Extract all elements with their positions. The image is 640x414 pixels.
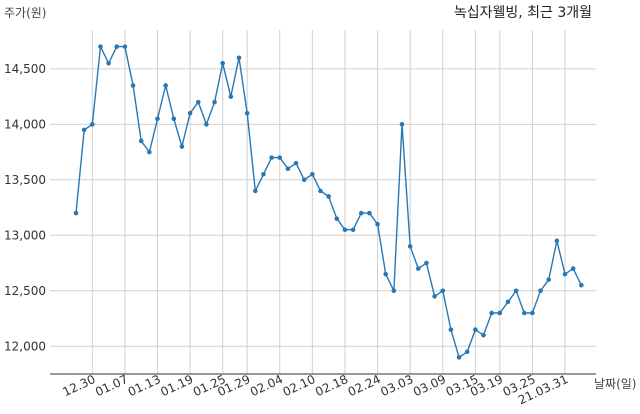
x-tick-label: 12.30 [61, 372, 98, 399]
data-point [407, 244, 413, 249]
data-point [562, 271, 568, 277]
data-point [521, 310, 527, 316]
grid [50, 30, 596, 374]
y-tick-label: 14,500 [4, 62, 46, 76]
data-point [342, 227, 348, 233]
data-point [293, 160, 299, 166]
data-point [358, 210, 364, 216]
data-point [285, 166, 291, 172]
data-point [473, 327, 478, 332]
chart-title: 녹십자웰빙, 최근 3개월 [454, 5, 592, 21]
data-point [244, 110, 250, 116]
y-tick-label: 13,000 [4, 228, 46, 242]
data-point [326, 194, 331, 199]
data-point [375, 221, 380, 227]
y-tick-label: 12,500 [4, 284, 46, 298]
data-point [538, 288, 543, 294]
data-point [81, 127, 87, 133]
data-point [399, 122, 405, 127]
data-point [212, 99, 217, 105]
data-point [334, 216, 340, 221]
data-point [513, 288, 519, 294]
data-point [236, 55, 242, 61]
data-point [570, 266, 576, 271]
y-tick-label: 14,000 [4, 117, 46, 131]
x-tick-label: 02.18 [313, 372, 350, 399]
data-point [489, 310, 494, 316]
y-axis-title: 주가(원) [4, 6, 46, 20]
data-point [220, 60, 225, 66]
data-point [481, 332, 486, 338]
data-point [416, 266, 421, 271]
data-point [350, 227, 356, 233]
data-point [432, 294, 437, 299]
data-point [98, 44, 103, 49]
x-tick-label: 03.03 [378, 372, 415, 399]
data-point [204, 122, 209, 127]
data-point [195, 99, 201, 105]
data-point [114, 44, 120, 49]
data-point [301, 177, 307, 183]
data-points [73, 44, 584, 360]
y-tick-label: 13,500 [4, 173, 46, 187]
data-point [456, 355, 462, 360]
data-point [171, 116, 177, 122]
data-point [424, 260, 429, 266]
data-point [318, 188, 323, 194]
data-point [130, 83, 136, 88]
data-point [163, 83, 168, 88]
data-point [464, 349, 470, 355]
x-tick-label: 01.07 [93, 372, 130, 399]
x-axis: 12.3001.0701.1301.1901.2501.2902.0402.10… [61, 372, 571, 407]
y-axis: 12,000 12,500 13,000 13,500 14,000 14,500 [4, 62, 46, 353]
x-tick-label: 01.13 [126, 372, 163, 399]
data-point [147, 149, 152, 155]
data-point [440, 288, 446, 294]
x-tick-label: 02.10 [281, 372, 318, 399]
data-point [90, 122, 95, 127]
data-point [106, 60, 111, 66]
data-point [448, 327, 454, 332]
data-point [367, 210, 372, 216]
data-point [155, 116, 160, 122]
data-point [391, 288, 397, 294]
data-point [253, 188, 258, 194]
data-point [269, 155, 274, 160]
data-point [122, 44, 128, 49]
x-tick-label: 03.09 [411, 372, 448, 399]
series-line [75, 44, 582, 359]
data-point [179, 144, 185, 149]
y-tick-label: 12,000 [4, 339, 46, 353]
data-point [530, 310, 535, 316]
data-point [497, 310, 503, 316]
data-point [261, 171, 266, 177]
data-point [579, 282, 584, 288]
data-point [228, 94, 234, 99]
data-point [73, 210, 79, 216]
data-point [554, 238, 560, 244]
data-point [546, 277, 551, 282]
x-tick-label: 01.19 [158, 372, 195, 399]
data-point [383, 271, 389, 277]
x-tick-label: 02.24 [346, 372, 383, 399]
x-tick-label: 02.04 [248, 372, 285, 399]
data-point [277, 155, 283, 160]
data-point [187, 110, 193, 116]
data-point [310, 171, 315, 177]
data-point [138, 138, 144, 144]
x-axis-title: 날짜(일) [594, 377, 636, 391]
data-point [505, 299, 511, 305]
